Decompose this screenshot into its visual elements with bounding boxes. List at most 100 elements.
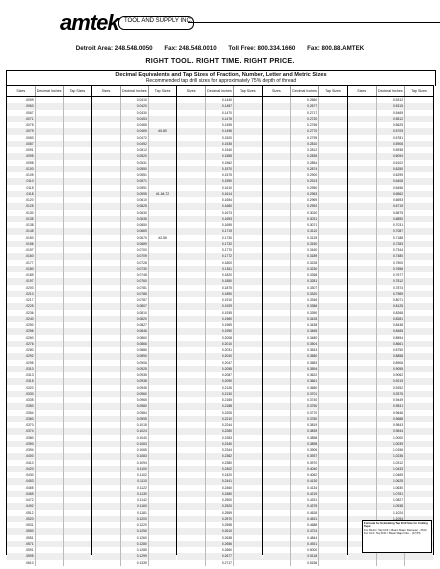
tap-size-cell (318, 515, 347, 522)
size-cell (262, 515, 292, 522)
table-row: .0280 (7, 347, 91, 354)
decimal-cell (35, 378, 64, 385)
decimal-cell: 0.1610 (205, 184, 235, 191)
table-row: 0.3071 (262, 222, 347, 229)
decimal-cell: 0.5315 (376, 103, 406, 110)
table-row: 0.2362 (177, 453, 262, 460)
table-row: 0.1811 (177, 265, 262, 272)
table-row: 1.1024 (347, 509, 433, 516)
size-cell: .0083 (7, 134, 36, 141)
decimal-cell: 0.7656 (376, 265, 406, 272)
decimal-cell (35, 422, 64, 429)
decimal-cell: 0.2950 (290, 184, 320, 191)
size-cell: .0059 (7, 96, 36, 104)
size-cell (347, 128, 377, 135)
table-row: 0.2835 (262, 153, 347, 160)
table-row: 0.3819 (262, 422, 347, 429)
decimal-cell: 0.0984 (120, 409, 149, 416)
size-cell (177, 559, 206, 566)
table-row: 0.0995 (92, 415, 177, 422)
table-row: 0.3906 (262, 447, 347, 454)
tap-size-cell (63, 528, 92, 535)
table-row: .0160 (7, 253, 92, 260)
decimal-cell: 1.0312 (376, 459, 406, 466)
table-row: 0.1122 (92, 484, 176, 491)
size-cell (177, 284, 206, 291)
decimal-cell: 0.3438 (290, 322, 320, 329)
decimal-cell: 0.1024 (120, 428, 149, 435)
size-cell (347, 259, 377, 266)
decimal-cell: 0.2677 (290, 103, 320, 110)
size-cell: .0197 (7, 278, 36, 285)
decimal-cell: 0.1470 (205, 109, 235, 116)
table-row: 0.1440 (177, 96, 261, 104)
table-row: 0.1772 (177, 253, 262, 260)
size-cell (177, 234, 206, 241)
table-row: 0.1130 (92, 490, 177, 497)
tap-size-cell (233, 290, 262, 297)
size-cell (347, 503, 377, 510)
table-row: .0360 (7, 415, 92, 422)
decimal-cell: 0.1063 (120, 440, 149, 447)
table-row: 0.8268 (347, 309, 433, 316)
size-cell (347, 209, 377, 216)
size-cell (347, 265, 377, 272)
decimal-cell (35, 409, 64, 416)
column-header: Decimal Inches (376, 86, 406, 97)
tap-size-cell (318, 478, 347, 485)
table-row: 0.2570 (177, 515, 262, 522)
size-cell (177, 172, 206, 179)
table-row: 0.1065 (92, 447, 176, 454)
tap-size-cell (233, 378, 262, 385)
table-row: .0075 (7, 122, 91, 129)
size-cell (262, 247, 292, 254)
tap-size-cell (233, 178, 262, 185)
size-cell (177, 509, 206, 516)
table-row: 0.0810 (92, 309, 176, 316)
table-row: 1.0039 (347, 440, 433, 447)
decimal-cell: 0.8906 (376, 359, 406, 366)
size-cell (262, 353, 292, 360)
size-cell (347, 415, 377, 422)
size-cell (177, 247, 206, 254)
decimal-cell: 0.0886 (120, 347, 149, 354)
decimal-cell (35, 259, 64, 266)
size-cell (262, 197, 292, 204)
size-cell (177, 490, 206, 497)
size-cell (262, 465, 292, 472)
tap-size-cell (318, 278, 347, 285)
size-cell (177, 109, 206, 116)
decimal-cell: 0.4134 (290, 484, 320, 491)
column-header: Decimal Inches (120, 86, 149, 97)
size-cell (262, 190, 292, 197)
table-row: 0.4130 (262, 478, 347, 485)
tap-size-cell (148, 440, 177, 447)
table-row: 0.7283 (347, 240, 433, 247)
table-row: .0189 (7, 272, 91, 279)
size-cell: .0591 (7, 547, 36, 554)
tap-size-cell (63, 153, 92, 160)
decimal-cell (35, 122, 64, 129)
size-cell (347, 390, 377, 397)
table-row: .0453 (7, 478, 92, 485)
table-row: .0469 (7, 490, 92, 497)
decimal-cell (35, 178, 64, 185)
table-row: 0.1562 (177, 159, 261, 166)
size-cell (262, 472, 292, 479)
decimal-cell: 0.5938 (376, 147, 406, 154)
table-row: 0.7031 (347, 222, 433, 229)
table-row: 0.3189 (262, 253, 347, 260)
decimal-cell: 0.7031 (376, 222, 406, 229)
size-cell (177, 447, 206, 454)
size-cell (262, 228, 292, 235)
decimal-cell: 0.0492 (120, 140, 149, 147)
table-row: 0.1110 (92, 478, 177, 485)
tap-size-cell (233, 490, 262, 497)
size-cell: .0292 (7, 353, 36, 360)
size-cell: .0098 (7, 159, 36, 166)
size-cell (347, 153, 377, 160)
notes-line-2: For Inch: Tap Drill = Basic Major Dia. -… (364, 531, 421, 536)
table-row: 0.1820 (177, 272, 261, 279)
table-row: 0.1470 (177, 109, 261, 116)
decimal-cell: 0.0700 (120, 247, 149, 254)
